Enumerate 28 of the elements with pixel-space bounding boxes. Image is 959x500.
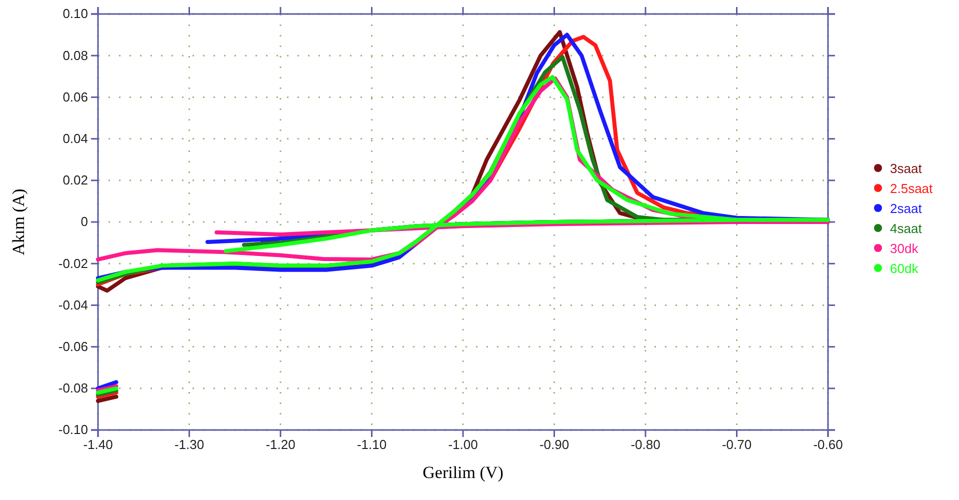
x-tick-label: -1.10 bbox=[356, 437, 387, 452]
x-axis-title: Gerilim (V) bbox=[422, 463, 504, 482]
x-tick-label: -1.20 bbox=[266, 437, 296, 452]
y-tick-label: 0.08 bbox=[62, 48, 88, 63]
y-tick-label: -0.08 bbox=[58, 380, 88, 396]
legend-label: 4saat bbox=[890, 221, 922, 236]
y-tick-label: 0.06 bbox=[62, 89, 88, 104]
y-tick-label: 0.10 bbox=[62, 6, 88, 22]
y-tick-label: -0.06 bbox=[58, 338, 88, 354]
y-tick-label: 0 bbox=[80, 214, 88, 230]
legend-label: 60dk bbox=[890, 261, 919, 276]
x-tick-label: -1.40 bbox=[83, 437, 113, 452]
y-tick-label: -0.02 bbox=[58, 256, 88, 271]
y-axis-title: Akım (A) bbox=[9, 188, 28, 256]
legend-label: 30dk bbox=[890, 241, 919, 256]
x-tick-label: -0.70 bbox=[722, 437, 752, 452]
legend-label: 2.5saat bbox=[890, 181, 934, 196]
x-tick-label: -0.80 bbox=[630, 437, 660, 452]
y-tick-label: 0.04 bbox=[62, 130, 88, 146]
x-tick-label: -1.00 bbox=[448, 437, 478, 452]
y-tick-label: -0.04 bbox=[58, 297, 88, 312]
legend-label: 2saat bbox=[890, 201, 922, 216]
x-tick-label: -0.60 bbox=[813, 437, 843, 452]
x-tick-label: -0.90 bbox=[539, 437, 570, 452]
y-tick-label: -0.10 bbox=[58, 422, 88, 438]
y-tick-label: 0.02 bbox=[62, 172, 88, 188]
legend-label: 3saat bbox=[890, 161, 922, 176]
x-tick-label: -1.30 bbox=[174, 437, 204, 452]
